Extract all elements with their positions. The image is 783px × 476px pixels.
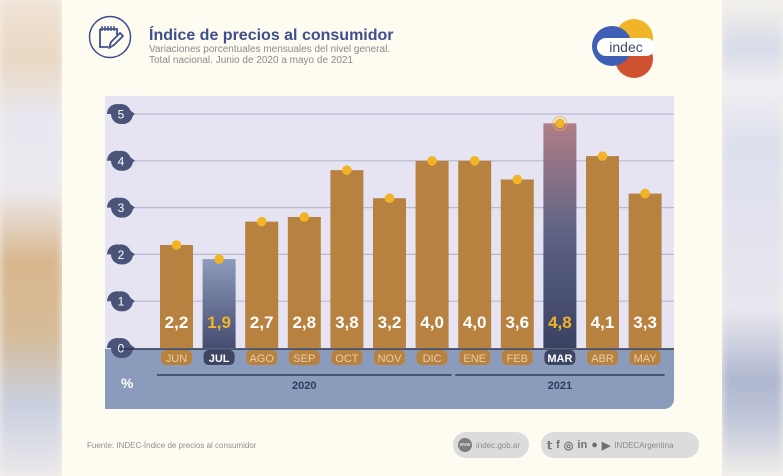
value-label: 2,2 (165, 313, 189, 332)
logo-text: indec (609, 39, 642, 55)
bar-feb (500, 179, 534, 348)
x-tick: OCT (331, 350, 363, 365)
value-label: 3,3 (633, 313, 657, 332)
bar-chart: 2,2 1,9 2,7 2,8 3,8 3,2 4,0 4,0 3,6 4,8 4,1 3,3 0 1 2… (107, 104, 674, 392)
value-label: 2,8 (292, 313, 316, 332)
value-dot (597, 151, 608, 161)
y-tick: 1 (107, 291, 135, 312)
website-link[interactable]: www indec.gob.ar (453, 432, 529, 458)
x-tick-label: JUL (209, 353, 230, 365)
background-blur-right (722, 0, 783, 476)
bar-jun (160, 245, 193, 348)
linkedin-icon[interactable]: in (577, 439, 588, 451)
value-dot (512, 174, 523, 185)
notepad-pencil-icon (88, 15, 132, 59)
bar-abr (586, 156, 619, 348)
year-group-2020: 2020 (157, 374, 452, 392)
x-tick-label: OCT (335, 353, 359, 365)
bar-dic (415, 160, 449, 348)
x-tick-label: SEP (293, 353, 315, 365)
y-tick-label: 2 (118, 248, 125, 262)
x-tick-label: MAR (547, 353, 572, 365)
year-label: 2021 (548, 380, 572, 392)
bar-jul (202, 259, 236, 348)
source-note: Fuente: INDEC-Índice de precios al consu… (87, 441, 257, 450)
x-tick: MAR (544, 350, 576, 365)
y-tick: 0 (107, 338, 135, 358)
x-tick: DIC (416, 350, 448, 365)
x-tick: ENE (459, 350, 491, 365)
value-dot (342, 165, 352, 175)
x-tick: AGO (246, 350, 278, 365)
x-tick: NOV (374, 350, 405, 365)
y-tick: 4 (107, 150, 135, 171)
social-links[interactable]: 𝕥 f ◎ in ● ▶ INDECArgentina (541, 432, 699, 458)
twitter-icon[interactable]: 𝕥 (547, 439, 553, 452)
y-tick-label: 1 (118, 295, 125, 309)
value-label: 4,8 (548, 313, 572, 332)
spotify-icon[interactable]: ● (591, 439, 598, 451)
www-icon: www (458, 438, 472, 452)
facebook-icon[interactable]: f (556, 439, 560, 451)
y-tick-label: 4 (118, 154, 125, 168)
y-tick-label: 3 (118, 201, 125, 215)
subtitle-line-2: Total nacional. Junio de 2020 a mayo de … (149, 55, 354, 66)
x-tick-label: FEB (507, 353, 528, 365)
value-label: 3,2 (378, 313, 402, 332)
value-dot (427, 156, 437, 166)
value-label: 4,0 (463, 313, 487, 332)
youtube-icon[interactable]: ▶ (601, 439, 611, 452)
y-tick: 3 (107, 197, 135, 218)
value-dot (384, 193, 395, 204)
x-tick-label: MAY (634, 353, 658, 365)
value-label: 4,1 (591, 313, 615, 332)
bar-ene (458, 160, 492, 348)
y-tick-label: 5 (118, 108, 125, 122)
y-unit-label: % (121, 375, 134, 391)
page-title: Índice de precios al consumidor (149, 27, 394, 44)
year-label: 2020 (292, 380, 316, 392)
x-tick-label: DIC (423, 353, 442, 365)
year-group-2021: 2021 (455, 374, 665, 392)
y-tick: 5 (107, 104, 135, 124)
bar-nov (373, 198, 406, 348)
max-marker-ring (552, 115, 568, 131)
value-dot (555, 118, 565, 129)
value-label: 4,0 (420, 313, 444, 332)
x-tick: MAY (629, 350, 661, 365)
bar-sep (287, 216, 321, 348)
x-tick-label: ENE (463, 353, 486, 365)
bar-mar (543, 123, 577, 348)
bar-ago (245, 221, 279, 348)
x-tick: ABR (587, 350, 618, 365)
x-tick: FEB (501, 350, 533, 365)
value-label: 3,6 (505, 313, 529, 332)
subtitle-line-1: Variaciones porcentuales mensuales del n… (149, 44, 391, 55)
value-dot (214, 254, 224, 264)
y-tick: 2 (107, 244, 135, 265)
x-tick: JUL (203, 350, 235, 365)
website-text: indec.gob.ar (476, 440, 521, 450)
value-dot (299, 212, 310, 222)
indec-logo: indec (592, 19, 655, 78)
bar-oct (330, 170, 364, 348)
bar-may (628, 193, 662, 348)
value-label: 3,8 (335, 313, 359, 332)
value-dot (171, 240, 182, 250)
x-tick-label: JUN (166, 353, 187, 365)
x-tick-label: AGO (249, 353, 274, 365)
x-tick-label: ABR (591, 353, 614, 365)
value-label: 1,9 (207, 313, 231, 332)
x-tick: JUN (161, 350, 192, 365)
value-dot (469, 156, 480, 166)
x-tick: SEP (288, 350, 320, 365)
value-dot (256, 216, 267, 227)
background-blur-left (0, 0, 62, 476)
page-subtitle: Variaciones porcentuales mensuales del n… (149, 44, 390, 66)
x-tick-label: NOV (378, 353, 403, 365)
social-handle: INDECArgentina (614, 440, 674, 450)
value-dot (640, 188, 650, 199)
instagram-icon[interactable]: ◎ (563, 439, 574, 452)
value-label: 2,7 (250, 313, 274, 332)
